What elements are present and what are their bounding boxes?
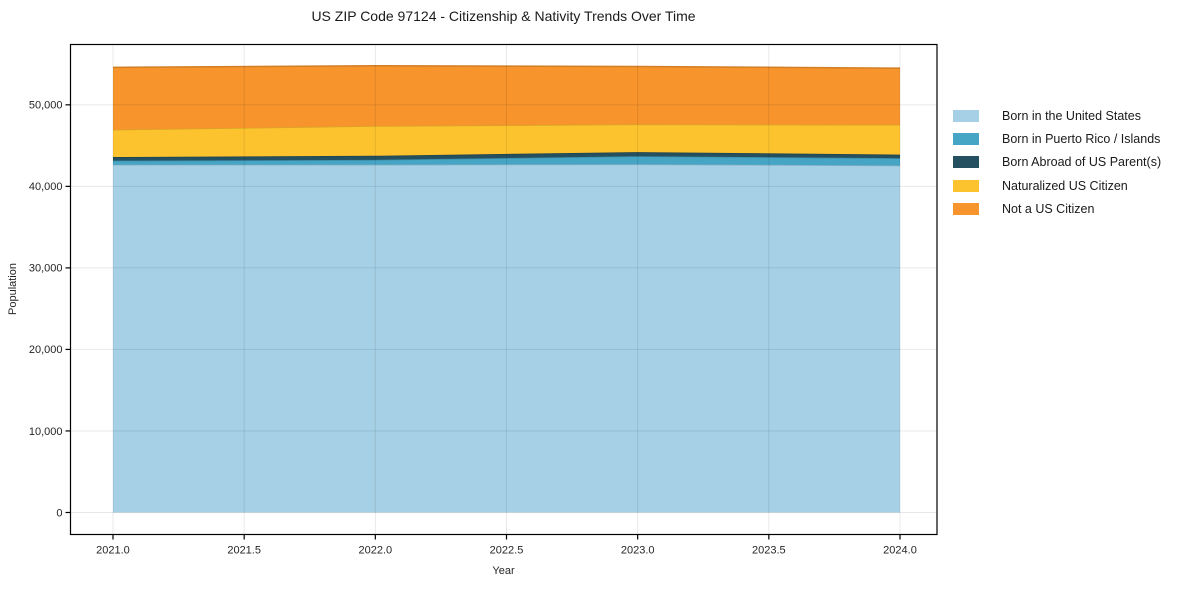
legend-item-2: Born Abroad of US Parent(s) — [953, 151, 1161, 174]
x-tick-label: 2021.0 — [96, 545, 130, 557]
area-series-2 — [112, 152, 901, 161]
legend-swatch-icon — [953, 109, 979, 122]
legend-label: Born in the United States — [1002, 108, 1141, 123]
legend-item-4: Not a US Citizen — [953, 197, 1161, 220]
x-tick-label: 2021.5 — [227, 545, 261, 557]
area-series-0 — [112, 164, 901, 513]
plot-frame — [69, 43, 938, 536]
legend-swatch-icon — [953, 179, 979, 192]
legend-item-0: Born in the United States — [953, 104, 1161, 127]
legend-swatch-icon — [953, 132, 979, 145]
area-series-1 — [112, 156, 901, 166]
y-tick-label: 10,000 — [29, 426, 63, 438]
y-tick-label: 50,000 — [29, 100, 63, 112]
x-tick-label: 2022.0 — [359, 545, 393, 557]
legend-label: Naturalized US Citizen — [1002, 178, 1128, 193]
area-series-4 — [112, 65, 901, 130]
area-edge-4 — [112, 64, 901, 69]
legend-swatch-icon — [953, 202, 979, 215]
area-series-3 — [112, 124, 901, 158]
x-tick-label: 2023.5 — [752, 545, 786, 557]
legend-label: Born in Puerto Rico / Islands — [1002, 131, 1161, 146]
legend-swatch-icon — [953, 156, 979, 169]
x-tick-label: 2023.0 — [621, 545, 655, 557]
chart-title: US ZIP Code 97124 - Citizenship & Nativi… — [311, 8, 696, 24]
x-tick-label: 2022.5 — [490, 545, 524, 557]
legend: Born in the United States Born in Puerto … — [953, 104, 1161, 220]
y-tick-label: 40,000 — [29, 181, 63, 193]
legend-label: Not a US Citizen — [1002, 201, 1095, 216]
y-tick-label: 20,000 — [29, 344, 63, 356]
legend-label: Born Abroad of US Parent(s) — [1002, 155, 1162, 170]
legend-item-3: Naturalized US Citizen — [953, 174, 1161, 197]
x-axis-title: Year — [492, 565, 515, 577]
y-axis-title: Population — [7, 263, 19, 315]
y-tick-label: 0 — [56, 507, 62, 519]
y-tick-label: 30,000 — [29, 263, 63, 275]
x-tick-label: 2024.0 — [883, 545, 917, 557]
legend-item-1: Born in Puerto Rico / Islands — [953, 127, 1161, 150]
